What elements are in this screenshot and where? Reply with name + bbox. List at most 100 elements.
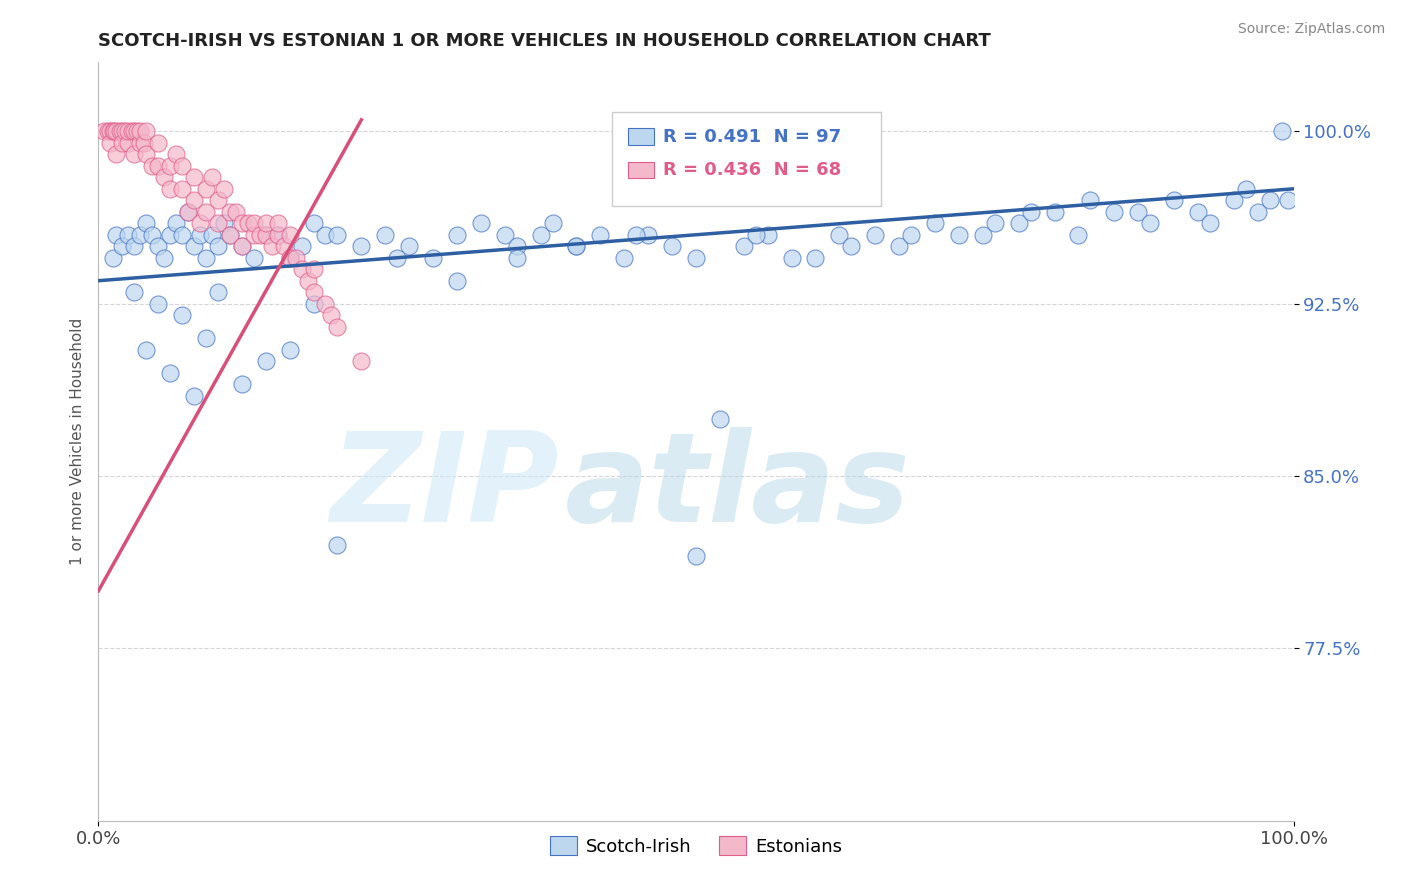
Point <box>374 227 396 242</box>
Point <box>291 239 314 253</box>
Point <box>153 170 176 185</box>
Point <box>165 147 187 161</box>
Point <box>98 136 122 150</box>
Point <box>506 239 529 253</box>
Point <box>398 239 420 253</box>
Point <box>148 239 170 253</box>
Point <box>93 124 115 138</box>
Point <box>1043 204 1066 219</box>
Point <box>129 136 152 150</box>
Point <box>613 251 636 265</box>
Point <box>541 216 564 230</box>
Point <box>172 308 194 322</box>
Point <box>148 136 170 150</box>
Point <box>565 239 588 253</box>
Point <box>188 216 211 230</box>
Point <box>225 204 247 219</box>
Point <box>315 227 337 242</box>
Point <box>1223 194 1246 208</box>
Point <box>889 239 911 253</box>
Point <box>1277 194 1299 208</box>
Point <box>159 227 181 242</box>
Point <box>125 124 148 138</box>
Point <box>177 204 200 219</box>
Point <box>135 216 157 230</box>
Point <box>159 159 181 173</box>
Point <box>1067 227 1090 242</box>
Point <box>284 251 307 265</box>
Point <box>124 124 146 138</box>
Point <box>201 170 224 185</box>
Point <box>165 216 187 230</box>
Point <box>219 204 242 219</box>
Point <box>124 147 146 161</box>
FancyBboxPatch shape <box>613 112 882 206</box>
Point <box>212 216 235 230</box>
Point <box>302 216 325 230</box>
Point <box>201 227 224 242</box>
Point <box>278 251 301 265</box>
Point <box>297 274 319 288</box>
Point <box>350 239 373 253</box>
Point <box>219 227 242 242</box>
Point <box>101 124 124 138</box>
Text: ZIP: ZIP <box>330 426 558 548</box>
Point <box>153 251 176 265</box>
Point <box>195 182 218 196</box>
Point <box>494 227 516 242</box>
Bar <box>628 161 654 178</box>
Point <box>273 239 295 253</box>
Point <box>236 216 259 230</box>
Point <box>243 251 266 265</box>
Point <box>254 354 277 368</box>
Point <box>685 549 707 564</box>
Point <box>183 388 205 402</box>
Point <box>350 354 373 368</box>
Point <box>506 251 529 265</box>
Point <box>254 227 277 242</box>
Point <box>111 239 134 253</box>
Point <box>195 204 218 219</box>
Point <box>302 285 325 300</box>
Point <box>260 239 283 253</box>
Point <box>745 227 768 242</box>
Point <box>1139 216 1161 230</box>
Point <box>1271 124 1294 138</box>
Point <box>195 251 218 265</box>
Point <box>148 159 170 173</box>
Point <box>249 227 271 242</box>
Point <box>1128 204 1150 219</box>
Point <box>530 227 553 242</box>
Legend: Scotch-Irish, Estonians: Scotch-Irish, Estonians <box>541 827 851 864</box>
Point <box>984 216 1007 230</box>
Point <box>1019 204 1042 219</box>
Text: Source: ZipAtlas.com: Source: ZipAtlas.com <box>1237 22 1385 37</box>
Point <box>1104 204 1126 219</box>
Point <box>1163 194 1185 208</box>
Point <box>470 216 492 230</box>
Point <box>254 216 277 230</box>
Point <box>124 285 146 300</box>
Point <box>626 227 648 242</box>
Point <box>121 124 143 138</box>
Point <box>231 377 253 392</box>
Point <box>315 296 337 310</box>
Point <box>212 182 235 196</box>
Point <box>207 239 229 253</box>
Point <box>141 159 163 173</box>
Point <box>302 262 325 277</box>
Point <box>446 274 468 288</box>
Point <box>117 227 139 242</box>
Point <box>129 124 152 138</box>
Point <box>159 182 181 196</box>
Point <box>111 136 134 150</box>
Point <box>321 308 343 322</box>
Point <box>231 239 253 253</box>
Point <box>780 251 803 265</box>
Point <box>1187 204 1209 219</box>
Point <box>172 159 194 173</box>
Point <box>326 227 349 242</box>
Point <box>183 170 205 185</box>
Point <box>446 227 468 242</box>
Point <box>207 285 229 300</box>
